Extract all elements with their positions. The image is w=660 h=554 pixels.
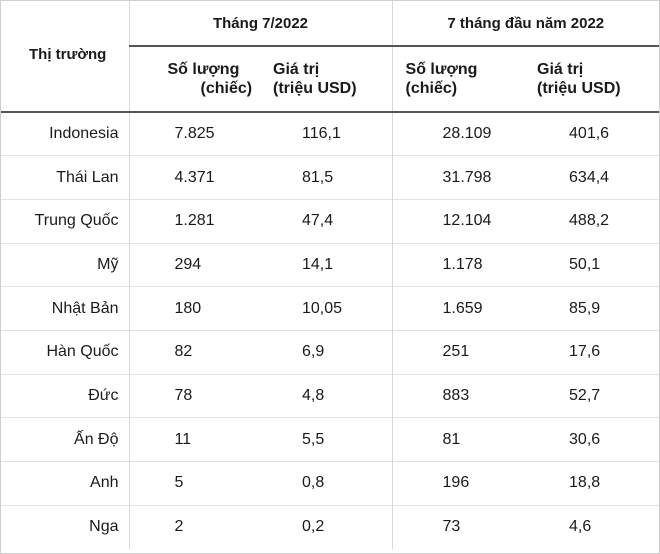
cell-market: Ấn Độ	[1, 417, 130, 462]
subheader-value-ytd: Giá trị (triệu USD)	[523, 46, 660, 113]
table-row: Indonesia 7.825 116,1 28.109 401,6	[1, 112, 659, 156]
table-row: Hàn Quốc 82 6,9 251 17,6	[1, 329, 660, 375]
cell-value-month: 0,2	[260, 504, 393, 549]
cell-qty-ytd: 883	[391, 373, 524, 418]
cell-market: Anh	[1, 461, 130, 506]
cell-qty-month: 5	[129, 461, 260, 506]
cell-qty-month: 1.281	[129, 198, 260, 244]
cell-value-ytd: 634,4	[523, 155, 660, 200]
cell-qty-ytd: 251	[391, 329, 524, 375]
cell-qty-ytd: 31.798	[391, 155, 524, 200]
cell-value-month: 116,1	[302, 125, 341, 143]
subheader-qty-ytd-line2: (chiếc)	[405, 80, 458, 97]
cell-value-month: 10,05	[260, 286, 393, 331]
cell-qty-month: 78	[129, 373, 260, 418]
cell-value-month: 5,5	[260, 417, 393, 462]
cell-qty-month: 7.825	[174, 125, 215, 143]
market-column-header: Thị trường	[1, 1, 130, 113]
table-row: Mỹ 294 14,1 1.178 50,1	[1, 242, 660, 287]
cell-qty-ytd: 81	[391, 417, 524, 462]
cell-value-ytd: 488,2	[523, 198, 660, 244]
cell-qty-month: 294	[129, 242, 260, 287]
cell-qty-ytd: 28.109	[391, 112, 524, 156]
group-header-ytd: 7 tháng đầu năm 2022	[391, 1, 660, 47]
group-header-month: Tháng 7/2022	[129, 1, 393, 47]
subheader-value-ytd-line1: Giá trị	[537, 61, 584, 78]
cell-value-month: 6,9	[260, 329, 393, 375]
subheader-value-month: Giá trị (triệu USD)	[260, 46, 393, 113]
cell-value-ytd: 4,6	[523, 504, 660, 549]
cell-qty-month: 11	[129, 417, 260, 462]
cell-market: Thái Lan	[1, 155, 130, 200]
subheader-value-ytd-line2: (triệu USD)	[537, 80, 621, 97]
cell-value-ytd: 30,6	[523, 417, 660, 462]
table-row: Thái Lan 4.371 81,5 31.798 634,4	[1, 155, 660, 200]
cell-market: Indonesia	[1, 112, 130, 156]
subheader-qty-month-line1: Số lượng	[167, 61, 240, 78]
header-sub-row: Số lượng (chiếc) Giá trị (triệu USD) Số …	[1, 46, 660, 113]
table-row: Ấn Độ 11 5,5 81 30,6	[1, 417, 660, 462]
cell-qty-month: 180	[129, 286, 260, 331]
cell-qty-ytd: 1.659	[391, 286, 524, 331]
subheader-qty-ytd: Số lượng (chiếc)	[391, 46, 524, 113]
subheader-value-month-line1: Giá trị	[273, 61, 320, 78]
cell-value-month: 47,4	[260, 198, 393, 244]
subheader-qty-month-line2: (chiếc)	[200, 80, 253, 97]
cell-qty-month: 4.371	[129, 155, 260, 200]
cell-value-month: 0,8	[260, 461, 393, 506]
cell-market: Đức	[1, 373, 130, 418]
cell-qty-ytd: 1.178	[391, 242, 524, 287]
table-row: Trung Quốc 1.281 47,4 12.104 488,2	[1, 198, 660, 244]
subheader-value-month-line2: (triệu USD)	[273, 80, 357, 97]
table-row: Nga 2 0,2 73 4,6	[1, 504, 660, 549]
cell-market: Hàn Quốc	[1, 329, 130, 375]
cell-value-month: 4,8	[260, 373, 393, 418]
subheader-qty-month: Số lượng (chiếc)	[129, 46, 260, 113]
cell-value-ytd: 50,1	[523, 242, 660, 287]
cell-value-ytd: 17,6	[523, 329, 660, 375]
header-group-row: Thị trường Tháng 7/2022 7 tháng đầu năm …	[1, 1, 660, 113]
cell-market: Mỹ	[1, 242, 130, 287]
table-row: Nhật Bản 180 10,05 1.659 85,9	[1, 286, 660, 331]
table-row: Anh 5 0,8 196 18,8	[1, 461, 660, 506]
cell-market: Nga	[1, 504, 130, 549]
cell-value-ytd: 18,8	[523, 461, 660, 506]
cell-value-ytd: 401,6	[569, 125, 610, 143]
cell-qty-ytd: 196	[391, 461, 524, 506]
cell-qty-ytd: 12.104	[391, 198, 524, 244]
cell-market: Nhật Bản	[1, 286, 130, 331]
subheader-qty-ytd-line1: Số lượng	[405, 61, 478, 78]
cell-market: Trung Quốc	[1, 198, 130, 244]
table-row: Đức 78 4,8 883 52,7	[1, 373, 660, 418]
cell-value-ytd: 85,9	[523, 286, 660, 331]
cell-value-month: 81,5	[260, 155, 393, 200]
cell-value-ytd: 52,7	[523, 373, 660, 418]
cell-qty-month: 82	[129, 329, 260, 375]
cell-qty-ytd: 73	[391, 504, 524, 549]
cell-qty-month: 2	[129, 504, 260, 549]
cell-value-month: 14,1	[260, 242, 393, 287]
